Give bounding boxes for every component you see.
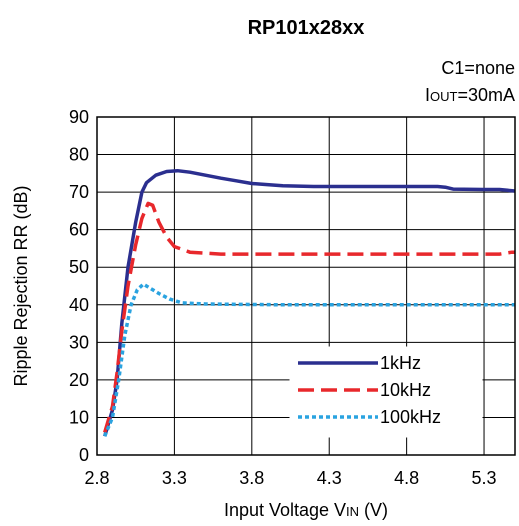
x-axis-label-sub: IN (346, 504, 359, 519)
x-tick-label-4: 4.8 (394, 468, 419, 488)
x-tick-label-1: 3.3 (162, 468, 187, 488)
series-line-10kHz (103, 201, 515, 433)
x-axis-label-rest: (V) (359, 500, 388, 520)
series-line-100kHz (103, 282, 515, 437)
annotation-current: IOUT=30mA (425, 85, 515, 105)
y-tick-label-1: 10 (69, 407, 89, 427)
legend-label-10kHz: 10kHz (380, 380, 431, 400)
y-tick-label-0: 0 (79, 445, 89, 465)
y-tick-label-8: 80 (69, 145, 89, 165)
x-tick-label-3: 4.3 (317, 468, 342, 488)
x-tick-label-5: 5.3 (472, 468, 497, 488)
y-tick-label-5: 50 (69, 257, 89, 277)
series-line-1kHz (103, 168, 516, 437)
annotation-capacitor: C1=none (441, 58, 515, 78)
y-axis-label: Ripple Rejection RR (dB) (11, 185, 31, 386)
x-axis-label-main: Input Voltage V (224, 500, 346, 520)
x-axis-label: Input Voltage VIN (V) (224, 500, 388, 520)
legend-label-100kHz: 100kHz (380, 407, 441, 427)
chart-title: RP101x28xx (248, 17, 365, 39)
legend: 1kHz 10kHz 100kHz (289, 346, 483, 438)
series-layer (103, 168, 516, 437)
y-tick-label-6: 60 (69, 220, 89, 240)
annotation-current-main: I (425, 85, 430, 105)
x-tick-label-0: 2.8 (84, 468, 109, 488)
annotation-current-sub: OUT (430, 89, 458, 104)
y-tick-label-9: 90 (69, 107, 89, 127)
annotation-current-rest: =30mA (457, 85, 515, 105)
x-tick-labels: 2.8 3.3 3.8 4.3 4.8 5.3 (84, 468, 496, 488)
y-tick-label-2: 20 (69, 370, 89, 390)
y-tick-label-4: 40 (69, 295, 89, 315)
plot-frame (96, 116, 516, 456)
y-tick-label-3: 30 (69, 332, 89, 352)
legend-items: 1kHz 10kHz 100kHz (298, 353, 441, 427)
y-tick-labels: 0 10 20 30 40 50 60 70 80 90 (69, 107, 89, 465)
legend-label-1kHz: 1kHz (380, 353, 421, 373)
x-tick-label-2: 3.8 (239, 468, 264, 488)
y-tick-label-7: 70 (69, 182, 89, 202)
